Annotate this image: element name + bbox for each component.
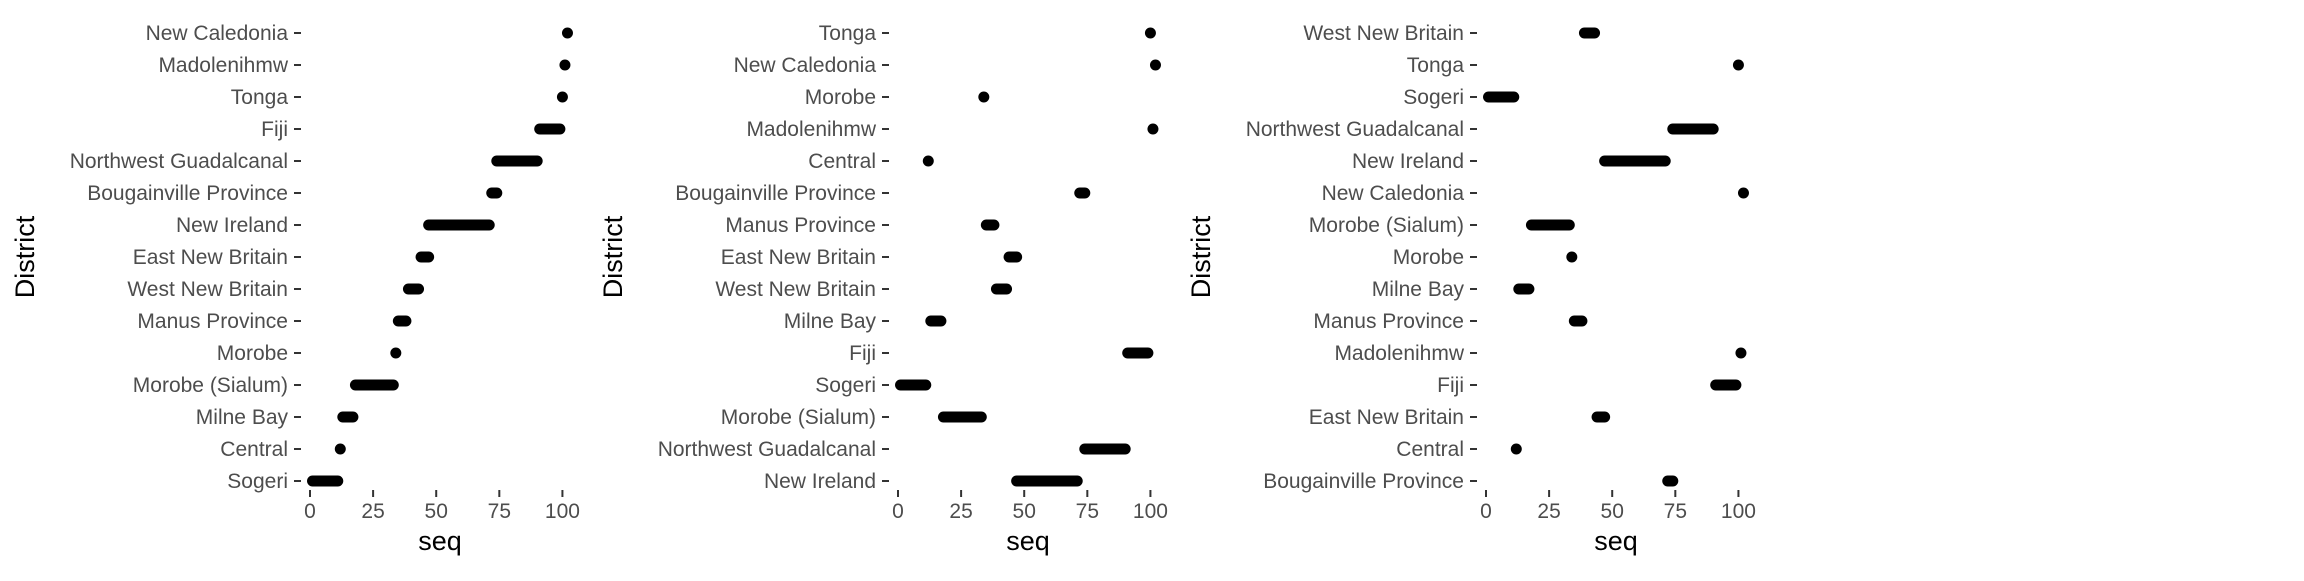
x-tick-label: 100 [1721,500,1756,523]
y-tick-label: Central [1396,438,1464,461]
x-tick-label: 25 [949,500,972,523]
y-tick-label: East New Britain [1309,406,1464,429]
y-axis-title: District [598,215,628,298]
data-point [978,91,990,103]
y-tick-label: Sogeri [227,470,288,493]
y-tick-label: Morobe (Sialum) [721,406,876,429]
y-tick-label: Fiji [261,118,288,141]
y-tick-label: New Caledonia [1322,182,1465,205]
x-tick-label: 25 [361,500,384,523]
x-tick-label: 100 [545,500,580,523]
data-point [1735,347,1747,359]
y-tick-label: Morobe (Sialum) [1309,214,1464,237]
y-tick-label: Northwest Guadalcanal [1246,118,1464,141]
data-point [390,347,402,359]
x-axis-title: seq [1594,526,1638,556]
data-point [1147,123,1159,135]
y-tick-label: Milne Bay [784,310,877,333]
y-tick-label: Morobe (Sialum) [133,374,288,397]
y-tick-label: Madolenihmw [1334,342,1464,365]
y-tick-label: Central [220,438,288,461]
x-tick-label: 0 [1480,500,1492,523]
y-tick-label: Sogeri [1403,86,1464,109]
y-tick-label: Northwest Guadalcanal [658,438,876,461]
chart-panel-3: West New Britain Tonga Sogeri Northwest Gua… [1186,22,1756,556]
x-tick-label: 75 [1664,500,1687,523]
y-tick-label: Northwest Guadalcanal [70,150,288,173]
y-tick-label: Sogeri [815,374,876,397]
y-tick-label: Bougainville Province [675,182,876,205]
chart-panel-1: New Caledonia Madolenihmw Tonga Fiji Northwe… [10,22,580,556]
x-tick-label: 100 [1133,500,1168,523]
y-tick-label: East New Britain [721,246,876,269]
y-tick-label: West New Britain [1303,22,1464,45]
x-axis-title: seq [418,526,462,556]
y-tick-label: Milne Bay [196,406,289,429]
y-tick-label: New Ireland [1352,150,1464,173]
x-tick-label: 0 [892,500,904,523]
y-tick-label: West New Britain [715,278,876,301]
y-tick-label: Madolenihmw [746,118,876,141]
y-axis-title: District [1186,215,1216,298]
data-point [559,59,571,71]
y-tick-label: Fiji [849,342,876,365]
chart-panel-2: Tonga New Caledonia Morobe Madolenihmw Centr… [598,22,1168,556]
data-point [561,27,573,39]
data-point [1732,59,1744,71]
x-tick-label: 50 [1013,500,1036,523]
y-tick-label: New Caledonia [146,22,289,45]
y-tick-label: New Ireland [764,470,876,493]
y-tick-label: Bougainville Province [1263,470,1464,493]
data-point [922,155,934,167]
y-tick-label: East New Britain [133,246,288,269]
data-point [1510,443,1522,455]
data-point [1144,27,1156,39]
y-tick-label: Milne Bay [1372,278,1465,301]
y-tick-label: Madolenihmw [158,54,288,77]
x-tick-label: 75 [488,500,511,523]
y-tick-label: Fiji [1437,374,1464,397]
y-tick-label: Manus Province [725,214,876,237]
data-point [334,443,346,455]
y-tick-label: Tonga [819,22,877,45]
y-tick-label: West New Britain [127,278,288,301]
y-tick-label: Morobe [1393,246,1464,269]
y-tick-label: Tonga [1407,54,1465,77]
x-axis-title: seq [1006,526,1050,556]
y-tick-label: Morobe [805,86,876,109]
data-point [1566,251,1578,263]
y-tick-label: New Caledonia [734,54,877,77]
y-tick-label: Morobe [217,342,288,365]
y-tick-label: Bougainville Province [87,182,288,205]
data-point [1737,187,1749,199]
x-tick-label: 0 [304,500,316,523]
data-point [1149,59,1161,71]
y-tick-label: Tonga [231,86,289,109]
y-axis-title: District [10,215,40,298]
data-point [556,91,568,103]
x-tick-label: 50 [1601,500,1624,523]
y-tick-label: Central [808,150,876,173]
y-tick-label: Manus Province [137,310,288,333]
x-tick-label: 75 [1076,500,1099,523]
y-tick-label: New Ireland [176,214,288,237]
x-tick-label: 25 [1537,500,1560,523]
x-tick-label: 50 [425,500,448,523]
y-tick-label: Manus Province [1313,310,1464,333]
